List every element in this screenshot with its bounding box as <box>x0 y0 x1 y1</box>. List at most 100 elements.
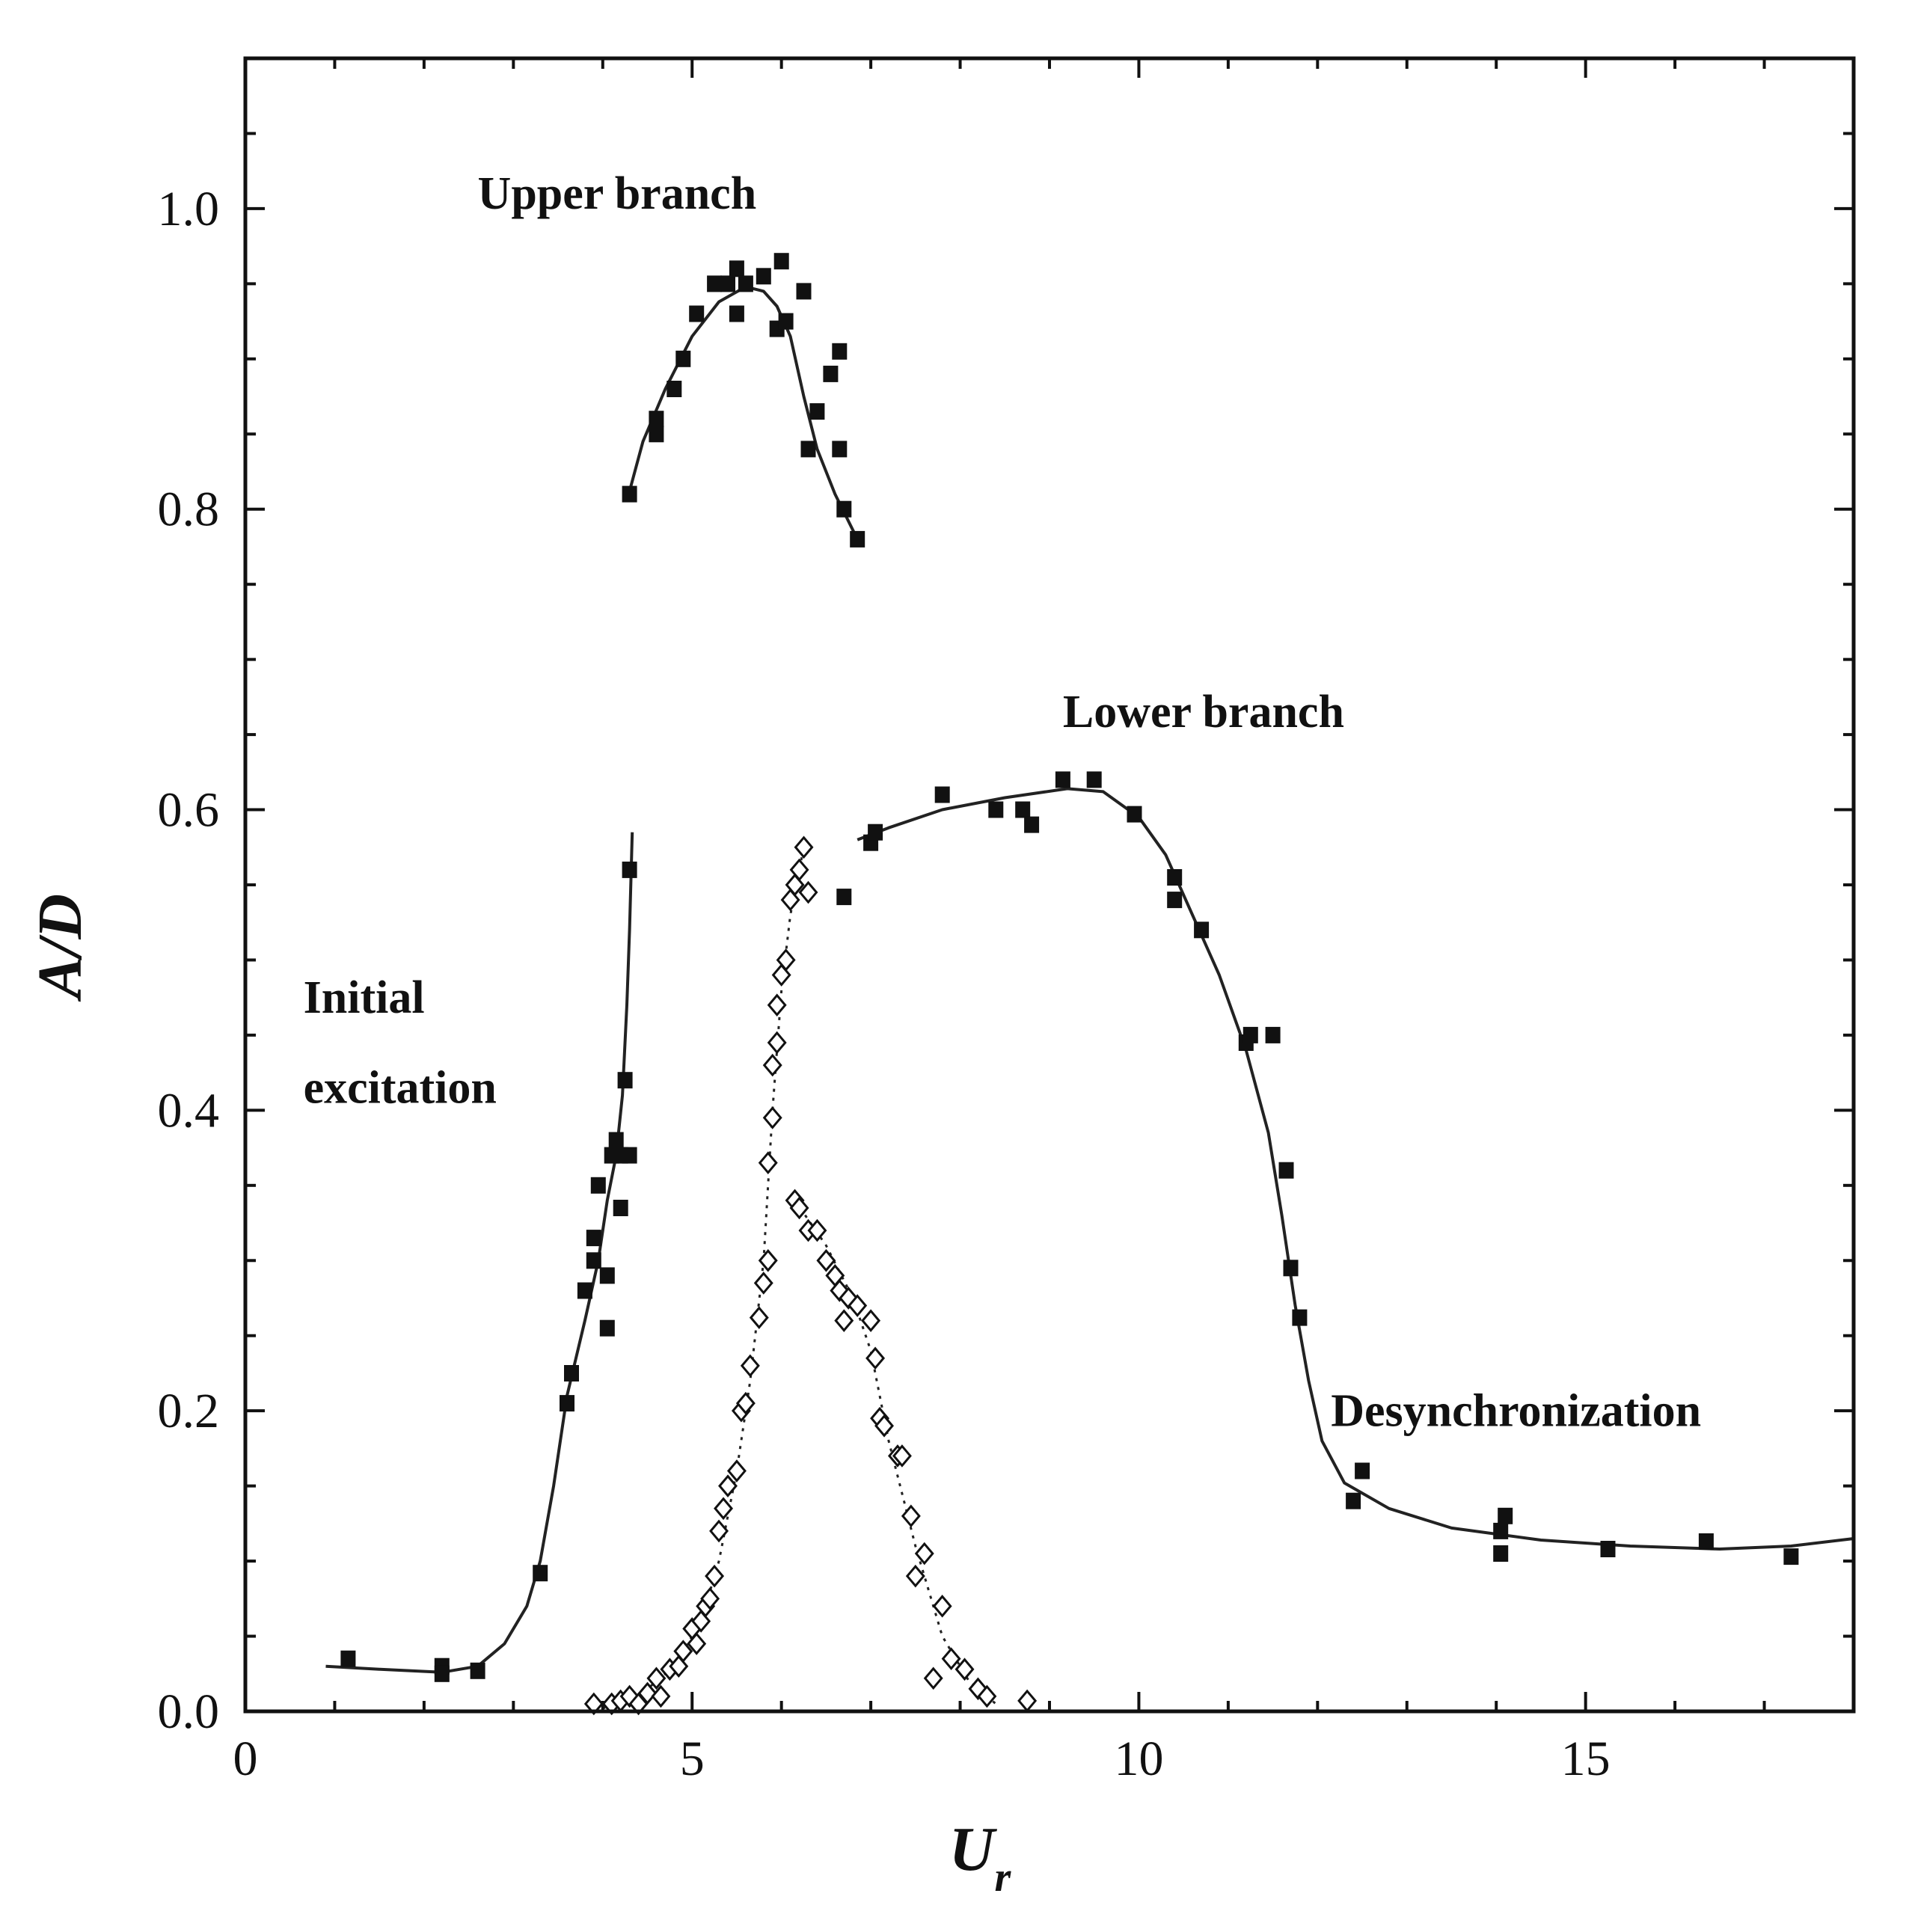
data-point-diamond <box>758 1248 778 1272</box>
data-point-square <box>1167 869 1183 886</box>
data-point-diamond <box>794 835 814 859</box>
data-point-square <box>434 1665 450 1682</box>
data-point-square <box>1600 1541 1616 1557</box>
data-point-square <box>934 786 950 803</box>
data-point-diamond <box>651 1684 671 1708</box>
data-point-diamond <box>762 1106 782 1129</box>
data-point-square <box>823 365 839 382</box>
x-tick-label: 5 <box>680 1732 705 1786</box>
x-tick-label: 15 <box>1561 1732 1611 1786</box>
data-point-square <box>340 1650 356 1667</box>
data-point-square <box>1355 1462 1370 1479</box>
data-point-square <box>1346 1492 1361 1509</box>
data-point-square <box>622 1147 637 1164</box>
data-point-diamond <box>798 880 818 904</box>
x-tick-label: 0 <box>233 1732 258 1786</box>
y-tick-label: 0.4 <box>158 1083 220 1138</box>
data-point-diamond <box>874 1414 894 1438</box>
data-point-diamond <box>834 1309 854 1332</box>
annotations: Upper branch Lower branch Initial excitatio… <box>304 168 1702 1436</box>
data-point-diamond <box>767 1031 787 1055</box>
data-point-square <box>1265 1026 1281 1043</box>
data-point-square <box>778 313 794 330</box>
data-point-diamond <box>807 1218 827 1242</box>
data-point-square <box>586 1230 601 1247</box>
data-point-square <box>868 824 883 841</box>
data-point-diamond <box>700 1586 720 1610</box>
fit-curve-5 <box>794 1200 997 1705</box>
data-point-square <box>1127 806 1142 823</box>
data-point-diamond <box>901 1504 921 1528</box>
data-point-square <box>836 889 852 906</box>
data-point-square <box>1167 892 1183 909</box>
data-point-diamond <box>762 1053 782 1077</box>
data-point-diamond <box>735 1391 756 1415</box>
data-point-square <box>729 305 744 322</box>
data-point-square <box>586 1252 601 1269</box>
data-point-square <box>622 485 637 503</box>
data-point-square <box>707 275 723 292</box>
x-axis-title-main: U <box>949 1815 998 1884</box>
axes <box>243 56 1856 1714</box>
data-point-square <box>564 1365 579 1381</box>
data-point-square <box>1194 921 1210 939</box>
data-point-square <box>988 801 1004 818</box>
data-point-square <box>1292 1309 1308 1326</box>
annotation-label: Lower branch <box>1063 687 1344 737</box>
data-point-square <box>577 1282 592 1299</box>
data-point-diamond <box>687 1632 707 1655</box>
y-axis-title: A/D <box>25 894 95 1002</box>
data-point-diamond <box>914 1542 934 1565</box>
data-point-square <box>809 403 825 420</box>
y-tick-label: 0.2 <box>158 1384 220 1438</box>
data-point-square <box>1024 816 1040 833</box>
data-point-diamond <box>646 1666 667 1690</box>
y-tick-label: 0.8 <box>158 482 220 537</box>
data-point-diamond <box>637 1681 658 1705</box>
data-point-square <box>1493 1522 1509 1539</box>
data-point-square <box>773 253 789 270</box>
data-point-square <box>613 1200 628 1216</box>
data-point-square <box>622 861 637 878</box>
fit-curve-2 <box>628 285 859 540</box>
data-point-diamond <box>954 1657 975 1681</box>
x-tick-label: 10 <box>1114 1732 1163 1786</box>
data-point-square <box>617 1072 633 1089</box>
data-point-square <box>470 1662 485 1679</box>
data-point-square <box>850 530 865 548</box>
data-point-square <box>832 343 848 360</box>
data-point-square <box>649 426 664 443</box>
data-point-diamond <box>718 1474 738 1497</box>
tick-labels: 0 5 10 15 0.0 0.2 0.4 0.6 0.8 1.0 <box>158 182 1611 1786</box>
x-axis-title-subscript: r <box>994 1854 1011 1901</box>
data-point-square <box>1015 801 1031 818</box>
data-point-diamond <box>892 1444 912 1468</box>
data-point-square <box>1698 1533 1714 1550</box>
data-point-square <box>729 260 744 277</box>
data-point-square <box>796 283 812 300</box>
data-point-diamond <box>932 1595 952 1618</box>
data-point-square <box>608 1132 624 1149</box>
data-point-square <box>599 1319 615 1337</box>
data-point-square <box>1086 771 1102 788</box>
data-point-diamond <box>673 1640 693 1663</box>
data-point-square <box>533 1565 548 1582</box>
data-point-diamond <box>977 1684 997 1708</box>
data-points <box>340 253 1799 1716</box>
data-point-square <box>738 275 753 292</box>
data-point-diamond <box>709 1519 729 1543</box>
data-point-diamond <box>941 1647 961 1671</box>
data-point-square <box>667 381 682 397</box>
data-point-square <box>756 268 771 285</box>
data-point-diamond <box>758 1151 778 1175</box>
data-point-diamond <box>816 1248 836 1272</box>
y-tick-label: 0.6 <box>158 783 220 838</box>
data-point-diamond <box>923 1666 943 1690</box>
x-axis-title: Ur <box>949 1815 1012 1901</box>
data-point-diamond <box>848 1294 868 1317</box>
data-point-square <box>689 305 705 322</box>
data-point-square <box>1242 1026 1258 1043</box>
data-point-square <box>1055 771 1070 788</box>
data-point-diamond <box>767 993 787 1017</box>
data-point-square <box>675 350 691 367</box>
